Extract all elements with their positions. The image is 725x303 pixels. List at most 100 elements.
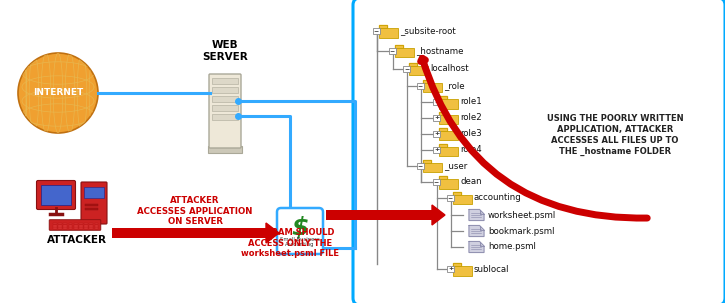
Text: role4: role4	[460, 145, 481, 155]
Text: bookmark.psml: bookmark.psml	[488, 227, 555, 235]
Bar	[63, 225, 67, 227]
Text: $: $	[291, 215, 309, 239]
Bar	[53, 227, 57, 229]
Bar	[439, 179, 458, 188]
Bar	[74, 227, 78, 229]
Bar	[389, 48, 396, 54]
Bar	[112, 228, 266, 238]
Polygon shape	[439, 95, 447, 99]
Text: role3: role3	[460, 129, 481, 138]
Bar	[439, 131, 458, 141]
Bar	[94, 223, 99, 224]
Text: +: +	[434, 115, 439, 121]
Bar	[41, 185, 71, 205]
Text: role2: role2	[460, 114, 481, 122]
Text: dean: dean	[460, 178, 481, 187]
Text: ATTACKER
ACCESSES APPLICATION
ON SERVER: ATTACKER ACCESSES APPLICATION ON SERVER	[137, 196, 253, 226]
Text: USING THE POORLY WRITTEN
APPLICATION, ATTACKER
ACCESSES ALL FILES UP TO
THE _hos: USING THE POORLY WRITTEN APPLICATION, AT…	[547, 114, 683, 156]
Polygon shape	[469, 209, 484, 221]
FancyBboxPatch shape	[81, 182, 107, 224]
Polygon shape	[439, 112, 447, 115]
Text: accounting: accounting	[474, 194, 522, 202]
Bar	[69, 225, 72, 227]
Bar	[439, 115, 458, 125]
Bar	[418, 83, 423, 89]
Text: −: −	[448, 195, 453, 201]
Text: worksheet.psml: worksheet.psml	[488, 211, 556, 219]
Text: _role: _role	[444, 82, 465, 91]
Bar	[212, 96, 238, 102]
Bar	[58, 227, 62, 229]
Bar	[453, 195, 472, 205]
Polygon shape	[409, 62, 417, 66]
Bar	[89, 227, 94, 229]
FancyArrowPatch shape	[420, 58, 647, 218]
Text: localhost: localhost	[430, 65, 468, 74]
Text: +: +	[434, 132, 439, 136]
Bar	[212, 78, 238, 84]
Bar	[434, 179, 440, 185]
Bar	[63, 227, 67, 229]
Bar	[84, 187, 104, 198]
Bar	[326, 210, 432, 220]
Bar	[395, 48, 414, 58]
Circle shape	[18, 53, 98, 133]
Bar	[74, 225, 78, 227]
Bar	[94, 225, 99, 227]
Bar	[84, 227, 88, 229]
Polygon shape	[423, 79, 431, 83]
Bar	[439, 99, 458, 108]
Polygon shape	[432, 205, 445, 225]
FancyBboxPatch shape	[277, 208, 323, 254]
Bar	[447, 266, 454, 272]
Bar	[89, 225, 94, 227]
Polygon shape	[439, 175, 447, 179]
Polygon shape	[453, 262, 461, 266]
Bar	[84, 225, 88, 227]
Text: −: −	[374, 28, 379, 34]
Bar	[89, 223, 94, 224]
FancyBboxPatch shape	[209, 74, 241, 148]
Polygon shape	[453, 191, 461, 195]
Bar	[453, 266, 472, 275]
Text: −: −	[418, 164, 423, 168]
Bar	[418, 163, 423, 169]
Text: PROGRAM SHOULD
ACCESS ONLY THE
worksheet.psml FILE: PROGRAM SHOULD ACCESS ONLY THE worksheet…	[241, 228, 339, 258]
Polygon shape	[266, 223, 279, 243]
Polygon shape	[423, 159, 431, 163]
Text: −: −	[434, 179, 439, 185]
Polygon shape	[379, 25, 387, 28]
Bar	[58, 225, 62, 227]
Text: INTERNET: INTERNET	[33, 88, 83, 98]
Bar	[434, 115, 440, 121]
Bar	[85, 208, 98, 210]
Text: sublocal: sublocal	[474, 265, 510, 274]
Bar	[79, 225, 83, 227]
Text: −: −	[404, 66, 409, 72]
Bar	[58, 223, 62, 224]
Bar	[84, 223, 88, 224]
Polygon shape	[439, 128, 447, 131]
Bar	[85, 204, 98, 206]
Bar	[373, 28, 380, 34]
Polygon shape	[439, 144, 447, 147]
Bar	[69, 223, 72, 224]
Text: +: +	[434, 148, 439, 152]
Text: role1: role1	[460, 98, 481, 106]
Bar	[79, 227, 83, 229]
Bar	[69, 227, 72, 229]
Text: WEB
SERVER: WEB SERVER	[202, 40, 248, 62]
Bar	[63, 223, 67, 224]
Polygon shape	[395, 45, 403, 48]
Text: −: −	[390, 48, 395, 54]
Bar	[434, 131, 440, 137]
Bar	[53, 223, 57, 224]
Bar	[212, 114, 238, 120]
FancyBboxPatch shape	[49, 220, 101, 230]
Bar	[74, 223, 78, 224]
FancyBboxPatch shape	[36, 181, 75, 209]
Bar	[212, 87, 238, 93]
Bar	[94, 227, 99, 229]
FancyBboxPatch shape	[353, 0, 725, 303]
Text: _user: _user	[444, 161, 467, 171]
